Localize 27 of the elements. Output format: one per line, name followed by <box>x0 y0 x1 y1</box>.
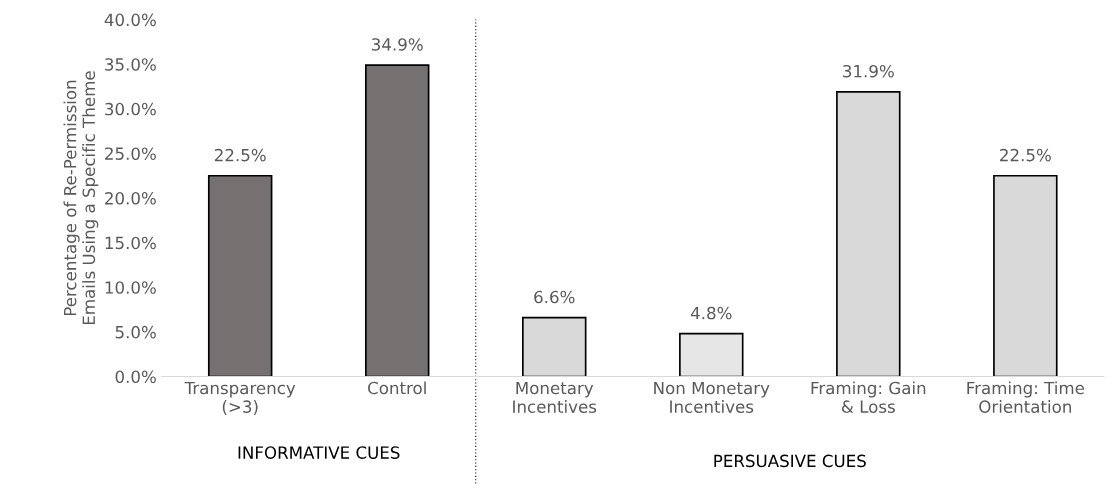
data-label: 31.9% <box>843 64 894 78</box>
y-tick-label: 0.0% <box>115 370 156 384</box>
y-tick-label: 15.0% <box>105 236 156 250</box>
y-tick-label: 30.0% <box>105 102 156 116</box>
x-tick-label: Transparency (>3) <box>184 381 296 415</box>
y-tick-label: 10.0% <box>105 281 156 294</box>
data-label: 22.5% <box>1000 148 1051 162</box>
x-tick-label: Control <box>368 381 426 395</box>
bar <box>364 64 430 377</box>
y-tick-label: 20.0% <box>105 192 156 205</box>
x-tick-label: Non Monetary Incentives <box>654 381 770 413</box>
y-tick-label: 5.0% <box>115 325 156 339</box>
y-tick-label: 40.0% <box>104 13 156 27</box>
x-tick-label: Framing: Time Orientation <box>967 381 1085 413</box>
data-label: 4.8% <box>690 306 732 320</box>
y-tick-label: 25.0% <box>105 147 156 160</box>
y-tick-label: 35.0% <box>105 58 156 71</box>
data-label: 22.5% <box>214 148 266 162</box>
bar <box>207 174 273 377</box>
data-label: 34.9% <box>372 38 423 51</box>
data-label: 6.6% <box>534 290 575 304</box>
bar <box>679 332 744 377</box>
x-tick-label: Framing: Gain & Loss <box>811 381 926 413</box>
text: INFORMATIVE CUES <box>238 446 400 459</box>
text: PERSUASIVE CUES <box>714 454 866 468</box>
y-axis-title: Percentage of Re-Permission Emails Using a Specific Theme <box>63 71 99 325</box>
x-tick-label: Monetary Incentives <box>513 381 597 413</box>
